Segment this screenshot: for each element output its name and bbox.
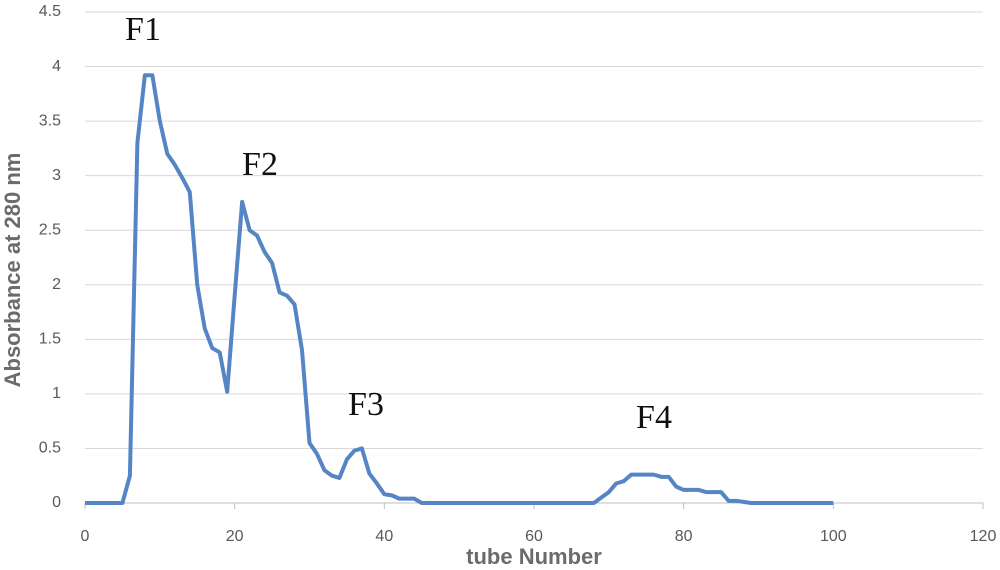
x-tick-label: 60 (525, 528, 543, 545)
x-tick-label: 100 (820, 528, 847, 545)
data-line (85, 73, 834, 505)
x-tick-label: 0 (81, 528, 90, 545)
y-tick-label: 1 (52, 385, 61, 402)
y-tick-label: 4.5 (39, 3, 61, 20)
y-tick-label: 0.5 (39, 440, 61, 457)
annotation: F4 (636, 399, 672, 436)
y-tick-label: 0 (52, 494, 61, 511)
x-tick-label: 20 (226, 528, 244, 545)
x-tick-label: 80 (675, 528, 693, 545)
y-tick-label: 4 (52, 58, 61, 75)
annotation: F3 (348, 386, 384, 423)
x-tick-label: 40 (375, 528, 393, 545)
x-axis-title: tube Number (466, 544, 602, 569)
y-tick-label: 3 (52, 167, 61, 184)
x-tick-label: 120 (970, 528, 997, 545)
annotation: F2 (242, 146, 278, 183)
y-tick-label: 2 (52, 276, 61, 293)
annotation: F1 (125, 11, 161, 48)
y-axis-title: Absorbance at 280 nm (0, 153, 25, 388)
y-tick-label: 3.5 (39, 112, 61, 129)
y-tick-label: 1.5 (39, 331, 61, 348)
y-tick-label: 2.5 (39, 221, 61, 238)
